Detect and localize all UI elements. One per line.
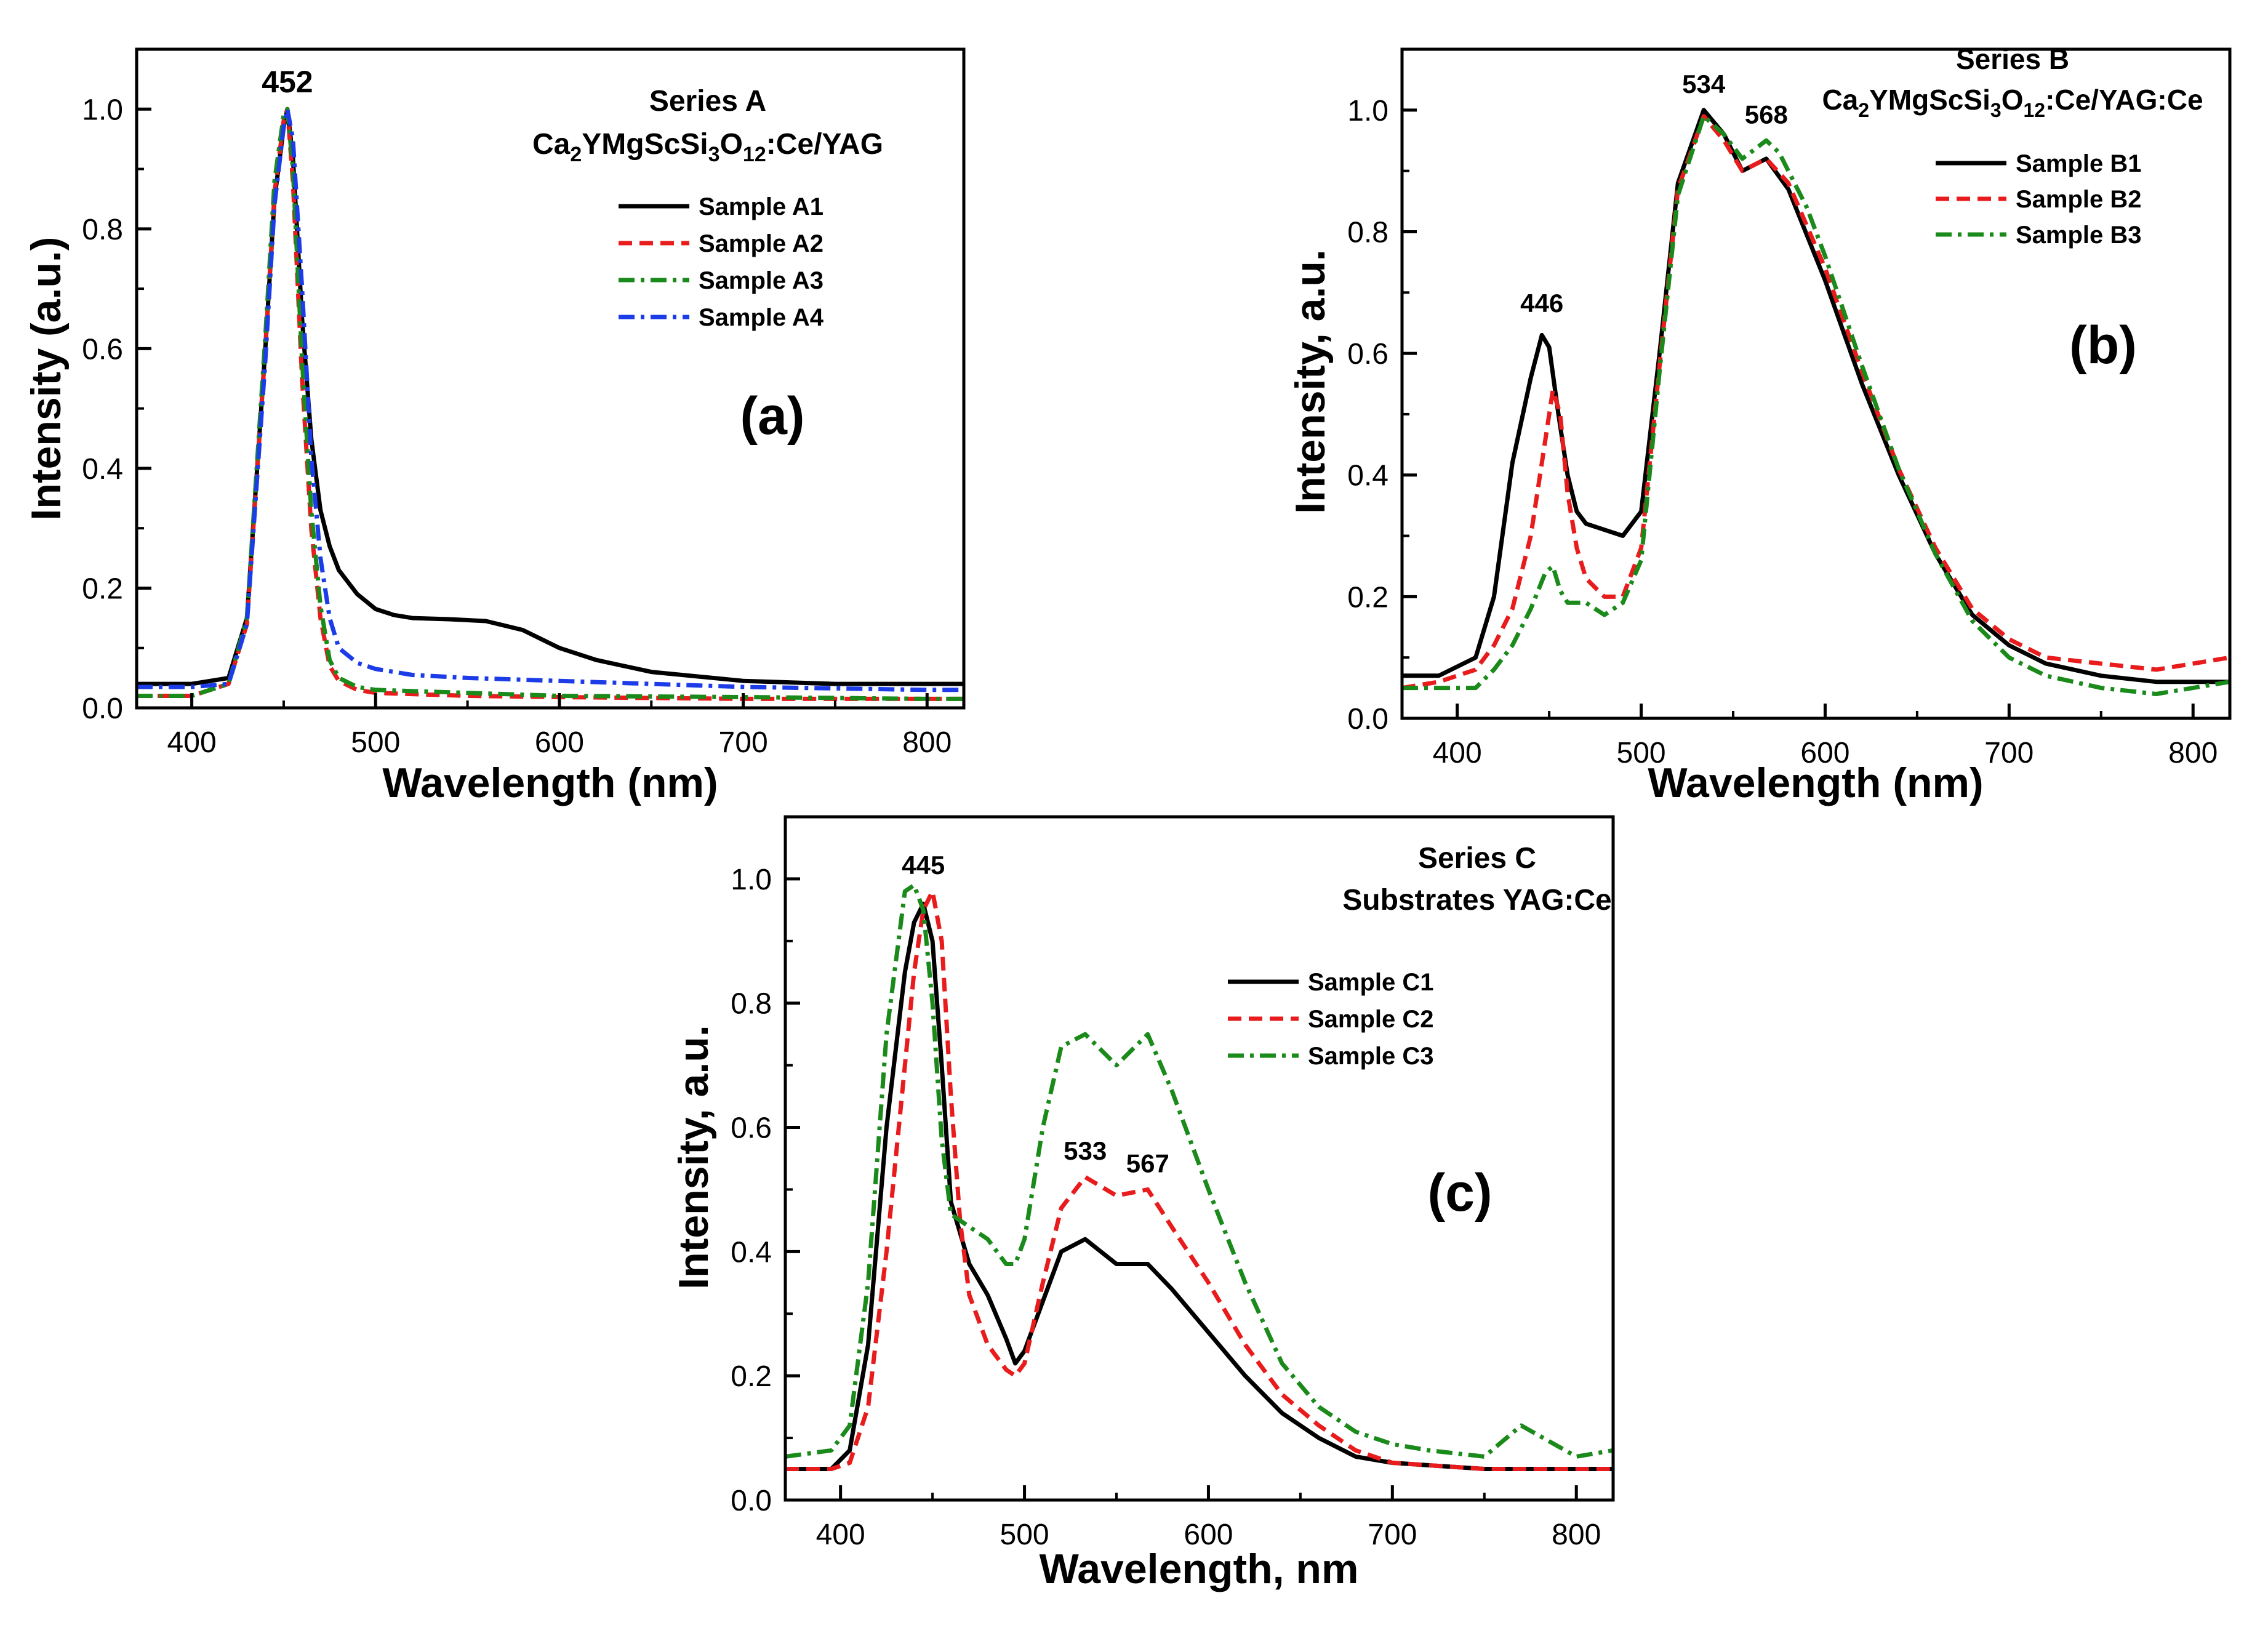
peak-annotation: 445: [902, 851, 945, 880]
y-tick-label: 0.6: [731, 1112, 772, 1145]
series-line-sample-b1: [1402, 108, 2230, 684]
panel-a: 400 500 600 700 800 0.0 0.2 0.4 0.6 0.8 1.0 Wavel…: [23, 47, 966, 806]
plot-frame-a: [135, 47, 966, 710]
x-tick-label: 600: [535, 726, 584, 759]
peak-annotation: 568: [1745, 100, 1788, 129]
plot-area-c: [785, 883, 1614, 1471]
x-tick-label: 800: [1552, 1519, 1601, 1551]
x-axis-title-b: Wavelength (nm): [1648, 760, 1983, 806]
legend-label: Sample B1: [2016, 150, 2142, 177]
y-tick-label: 0.0: [82, 692, 123, 725]
x-tick-label: 500: [351, 726, 400, 759]
plot-frame-c: [783, 815, 1615, 1502]
y-ticks-c: 0.0 0.2 0.4 0.6 0.8 1.0: [731, 864, 800, 1517]
legend-label: Sample C2: [1308, 1006, 1434, 1033]
legend-label: Sample A1: [699, 193, 823, 220]
x-axis-title-a: Wavelength (nm): [382, 760, 718, 806]
y-axis-title-b: Intensity, a.u.: [1287, 249, 1334, 513]
y-tick-label: 0.8: [82, 214, 123, 246]
x-tick-label: 700: [719, 726, 768, 759]
peak-annotation: 534: [1682, 70, 1726, 98]
plot-frame-b: [1400, 47, 2232, 720]
y-ticks-b: 0.0 0.2 0.4 0.6 0.8 1.0: [1347, 95, 1417, 736]
x-tick-label: 600: [1800, 737, 1849, 769]
legend-label: Sample C3: [1308, 1043, 1434, 1070]
legend-label: Sample C1: [1308, 969, 1434, 996]
y-ticks-a: 0.0 0.2 0.4 0.6 0.8 1.0: [82, 94, 151, 725]
x-ticks-b: 400 500 600 700 800: [1433, 704, 2218, 769]
series-title-b: Series B: [1956, 43, 2069, 75]
y-tick-label: 0.4: [1347, 460, 1388, 492]
x-axis-title-c: Wavelength, nm: [1040, 1546, 1359, 1592]
series-line-sample-c3: [785, 883, 1614, 1459]
panel-label-b: (b): [2069, 316, 2137, 375]
y-tick-label: 0.8: [1347, 216, 1388, 249]
x-tick-label: 500: [1617, 737, 1666, 769]
series-line-sample-c1: [785, 901, 1613, 1471]
annotations-a: 452: [262, 65, 313, 99]
legend-label: Sample A2: [699, 230, 823, 257]
legend-a: Sample A1 Sample A2 Sample A3 Sample A4: [619, 193, 824, 331]
series-line-sample-b2: [1401, 114, 2230, 691]
series-line-sample-b3: [1402, 114, 2230, 696]
y-axis-title-c: Intensity, a.u.: [670, 1025, 717, 1289]
subtitle-b: Ca2YMgScSi3O12:Ce/YAG:Ce: [1822, 84, 2203, 121]
peak-annotation: 446: [1520, 289, 1563, 318]
panel-label-a: (a): [740, 387, 804, 446]
y-tick-label: 0.8: [731, 988, 772, 1021]
y-tick-label: 1.0: [1347, 95, 1388, 127]
x-tick-label: 800: [2168, 737, 2218, 769]
series-line-sample-a4: [137, 106, 964, 692]
legend-label: Sample B3: [2016, 222, 2142, 249]
y-tick-label: 0.6: [1347, 338, 1388, 371]
y-tick-label: 0.0: [1347, 703, 1388, 736]
y-axis-title-a: Intensity (a.u.): [23, 237, 70, 521]
plot-area-b: [1401, 108, 2230, 696]
peak-annotation: 452: [262, 65, 313, 99]
x-tick-label: 600: [1184, 1519, 1233, 1551]
x-tick-label: 400: [816, 1519, 865, 1551]
subtitle-c: Substrates YAG:Ce: [1342, 884, 1612, 917]
panel-b: 400 500 600 700 800 0.0 0.2 0.4 0.6 0.8 1.0 Wavel…: [1287, 43, 2232, 806]
y-tick-label: 1.0: [731, 864, 772, 896]
annotations-b: 446 534 568: [1520, 70, 1788, 318]
subtitle-a: Ca2YMgScSi3O12:Ce/YAG: [532, 128, 883, 166]
y-tick-label: 0.6: [82, 333, 123, 366]
peak-annotation: 567: [1126, 1149, 1169, 1178]
y-tick-label: 1.0: [82, 94, 123, 126]
series-line-sample-a3: [137, 106, 964, 701]
x-tick-label: 700: [1984, 737, 2034, 769]
plot-area-a: [137, 106, 964, 701]
y-tick-label: 0.2: [82, 572, 123, 605]
y-tick-label: 0.0: [731, 1485, 772, 1517]
x-tick-label: 400: [1433, 737, 1482, 769]
x-tick-label: 500: [1000, 1519, 1049, 1551]
y-tick-label: 0.4: [731, 1236, 772, 1269]
legend-c: Sample C1 Sample C2 Sample C3: [1228, 969, 1434, 1070]
peak-annotation: 533: [1064, 1136, 1107, 1165]
legend-label: Sample A3: [699, 267, 823, 294]
series-title-a: Series A: [649, 85, 766, 118]
legend-label: Sample B2: [2016, 186, 2142, 213]
annotations-c: 445 533 567: [902, 851, 1169, 1178]
y-tick-label: 0.2: [1347, 581, 1388, 614]
y-tick-label: 0.4: [82, 453, 123, 486]
series-line-sample-c2: [785, 889, 1613, 1471]
x-ticks-c: 400 500 600 700 800: [816, 1485, 1601, 1551]
series-title-c: Series C: [1418, 842, 1536, 875]
x-tick-label: 800: [902, 726, 952, 759]
panel-c: 400 500 600 700 800 0.0 0.2 0.4 0.6 0.8 1.0 Wavel…: [670, 815, 1615, 1592]
panel-label-c: (c): [1427, 1163, 1492, 1222]
y-tick-label: 0.2: [731, 1360, 772, 1393]
legend-label: Sample A4: [699, 304, 824, 331]
x-tick-label: 700: [1368, 1519, 1417, 1551]
x-ticks-a: 400 500 600 700 800: [167, 693, 952, 759]
legend-b: Sample B1 Sample B2 Sample B3: [1936, 150, 2142, 249]
x-tick-label: 400: [167, 726, 217, 759]
